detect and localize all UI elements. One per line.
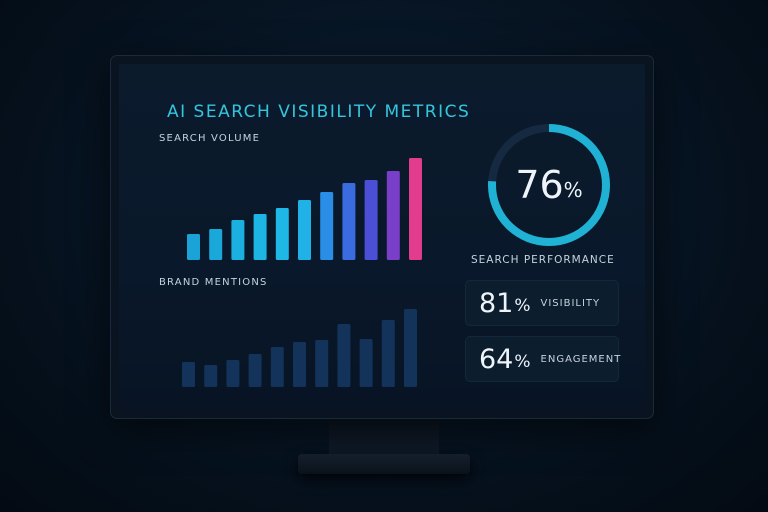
bar-charts	[182, 158, 422, 387]
search-volume-label: SEARCH VOLUME	[159, 133, 261, 144]
bar	[320, 192, 334, 260]
search-performance-gauge: 76 %	[483, 119, 615, 251]
monitor: AI SEARCH VISIBILITY METRICS SEARCH VOLU…	[111, 56, 653, 418]
bar	[364, 180, 378, 260]
bar	[359, 339, 373, 387]
bar	[315, 340, 329, 387]
bar	[342, 183, 356, 260]
bar	[187, 234, 200, 260]
bar	[337, 324, 351, 387]
bar	[253, 214, 267, 260]
brand-mentions-label: BRAND MENTIONS	[159, 277, 268, 288]
engagement-card: 64 % ENGAGEMENT	[465, 336, 622, 382]
bar	[381, 320, 395, 387]
visibility-card: 81 % VISIBILITY	[465, 280, 619, 326]
bar	[248, 354, 262, 387]
visibility-unit: %	[514, 296, 531, 316]
bar	[209, 229, 223, 260]
search-performance-label: SEARCH PERFORMANCE	[471, 254, 615, 266]
search-volume-chart	[187, 158, 422, 260]
monitor-stand-neck	[329, 418, 439, 458]
performance-value: 76 %	[483, 119, 615, 251]
visibility-value: 81	[479, 287, 514, 319]
bar	[386, 171, 400, 260]
bar	[275, 208, 289, 260]
bar	[231, 220, 245, 260]
monitor-stand-base	[298, 454, 470, 474]
bar	[204, 365, 218, 387]
bar	[404, 309, 417, 387]
visibility-label: VISIBILITY	[540, 297, 601, 309]
bar	[293, 342, 306, 387]
dashboard-screen: AI SEARCH VISIBILITY METRICS SEARCH VOLU…	[119, 64, 645, 410]
bar	[182, 362, 195, 387]
brand-mentions-chart	[182, 309, 417, 387]
bar	[270, 347, 284, 387]
engagement-value: 64	[479, 343, 514, 375]
engagement-label: ENGAGEMENT	[540, 353, 622, 365]
performance-unit: %	[563, 178, 583, 202]
bar	[409, 158, 422, 260]
engagement-unit: %	[514, 352, 531, 372]
ring-progress	[488, 124, 610, 246]
bar	[226, 360, 240, 387]
performance-ring	[488, 124, 610, 246]
bar	[298, 200, 311, 260]
dashboard-title: AI SEARCH VISIBILITY METRICS	[167, 102, 471, 122]
performance-number: 76	[515, 163, 564, 207]
